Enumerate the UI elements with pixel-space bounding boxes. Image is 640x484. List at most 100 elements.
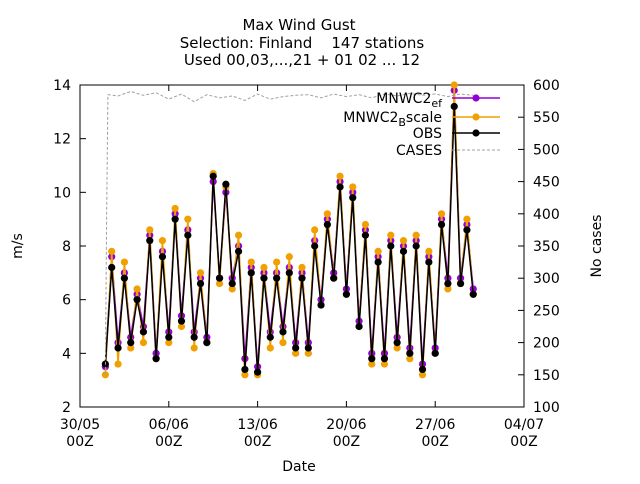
series-point-obs: [304, 344, 312, 352]
series-point-obs: [374, 258, 382, 266]
y-tick-label: 14: [53, 78, 71, 94]
series-point-obs: [380, 355, 389, 363]
series-point-obs: [425, 258, 433, 266]
series-point-mnwc2-bscale: [437, 210, 446, 218]
y2-tick-label: 100: [533, 400, 560, 416]
series-point-mnwc2-bscale: [146, 226, 154, 234]
series-point-obs: [190, 333, 198, 341]
series-point-mnwc2-bscale: [374, 247, 382, 255]
series-point-mnwc2-bscale: [349, 183, 357, 191]
y2-tick-label: 150: [533, 368, 560, 384]
series-point-obs: [323, 220, 331, 229]
series-point-obs: [418, 365, 427, 374]
series-point-obs: [139, 328, 148, 336]
series-point-obs: [469, 290, 477, 298]
series-point-obs: [108, 263, 116, 272]
series-point-mnwc2-bscale: [171, 204, 179, 213]
series-point-mnwc2-bscale: [387, 231, 395, 239]
series-point-mnwc2-ef: [273, 269, 281, 277]
series-point-obs: [247, 269, 255, 277]
x-tick-label-hour: 00Z: [510, 434, 537, 450]
chart-title: Max Wind Gust Selection: Finland 147 sta…: [180, 16, 425, 69]
series-point-obs: [444, 279, 452, 288]
series-point-obs: [393, 339, 401, 347]
series-point-obs: [368, 355, 376, 363]
x-tick-label-hour: 00Z: [244, 434, 271, 450]
series-point-obs: [292, 344, 300, 352]
series-point-obs: [171, 215, 179, 223]
series-point-obs: [254, 368, 262, 376]
series-point-obs: [336, 183, 344, 191]
series-point-mnwc2-bscale: [190, 344, 198, 352]
series-point-mnwc2-bscale: [184, 215, 192, 223]
y-tick-label: 6: [62, 293, 71, 309]
series-point-mnwc2-bscale: [114, 360, 122, 368]
series-point-mnwc2-bscale: [139, 339, 148, 347]
x-tick-label-hour: 00Z: [421, 434, 448, 450]
x-tick-label-date: 13/06: [237, 417, 277, 433]
series-point-obs: [330, 274, 338, 282]
series-point-obs: [431, 349, 439, 357]
series-point-obs: [228, 279, 236, 288]
legend-swatch-point: [472, 129, 480, 137]
series-point-mnwc2-bscale: [266, 344, 274, 352]
y2-tick-label: 400: [533, 207, 560, 223]
series-point-mnwc2-bscale: [228, 285, 236, 293]
series-point-mnwc2-bscale: [234, 231, 243, 239]
series-point-obs: [266, 333, 274, 341]
legend-label-main: OBS: [413, 126, 442, 142]
series-point-mnwc2-bscale: [133, 285, 141, 293]
y-tick-label: 12: [53, 132, 71, 148]
y2-tick-label: 300: [533, 271, 560, 287]
series-point-obs: [234, 247, 243, 255]
y2-tick-label: 550: [533, 110, 560, 126]
x-tick-label-hour: 00Z: [66, 434, 93, 450]
y2-tick-label: 200: [533, 336, 560, 352]
series-point-mnwc2-bscale: [108, 247, 116, 255]
series-point-mnwc2-bscale: [380, 360, 389, 368]
x-tick-label-hour: 00Z: [155, 434, 182, 450]
series-point-obs: [215, 274, 224, 282]
series-point-obs: [158, 253, 167, 261]
series-point-obs: [120, 274, 128, 282]
series-point-mnwc2-bscale: [361, 220, 370, 229]
series-point-obs: [450, 102, 458, 111]
series-point-mnwc2-bscale: [336, 172, 344, 180]
legend-label-tail: scale: [406, 110, 442, 126]
legend-label: MNWC2Bscale: [343, 110, 442, 129]
series-point-obs: [361, 231, 370, 239]
series-point-mnwc2-bscale: [292, 349, 300, 357]
series-point-obs: [146, 237, 154, 245]
y2-tick-label: 500: [533, 142, 560, 158]
legend-label-sub: ef: [431, 97, 443, 110]
series-point-obs: [152, 355, 160, 363]
series-point-obs: [437, 220, 446, 229]
series-point-obs: [349, 194, 357, 202]
series-point-obs: [406, 349, 414, 357]
series-point-obs: [387, 242, 395, 250]
series-point-mnwc2-bscale: [158, 237, 167, 245]
y2-tick-label: 450: [533, 175, 560, 191]
series-point-mnwc2-bscale: [279, 339, 287, 347]
series-point-obs: [317, 301, 325, 309]
y-tick-label: 2: [62, 400, 71, 416]
series-point-obs: [165, 333, 173, 341]
series-point-mnwc2-bscale: [215, 279, 224, 288]
series-point-obs: [127, 339, 135, 347]
series-point-mnwc2-bscale: [412, 231, 420, 239]
x-tick-label-hour: 00Z: [333, 434, 360, 450]
series-point-obs: [241, 365, 249, 374]
series-point-obs: [260, 274, 268, 282]
series-line-cases: [104, 90, 474, 375]
x-tick-label-date: 06/06: [149, 417, 189, 433]
x-tick-label-date: 27/06: [415, 417, 455, 433]
series-point-mnwc2-bscale: [368, 360, 376, 368]
series-point-obs: [273, 274, 281, 282]
series-point-mnwc2-bscale: [165, 339, 173, 347]
series-point-mnwc2-bscale: [450, 81, 458, 89]
legend-swatch-point: [472, 113, 480, 121]
series-point-obs: [279, 328, 287, 336]
